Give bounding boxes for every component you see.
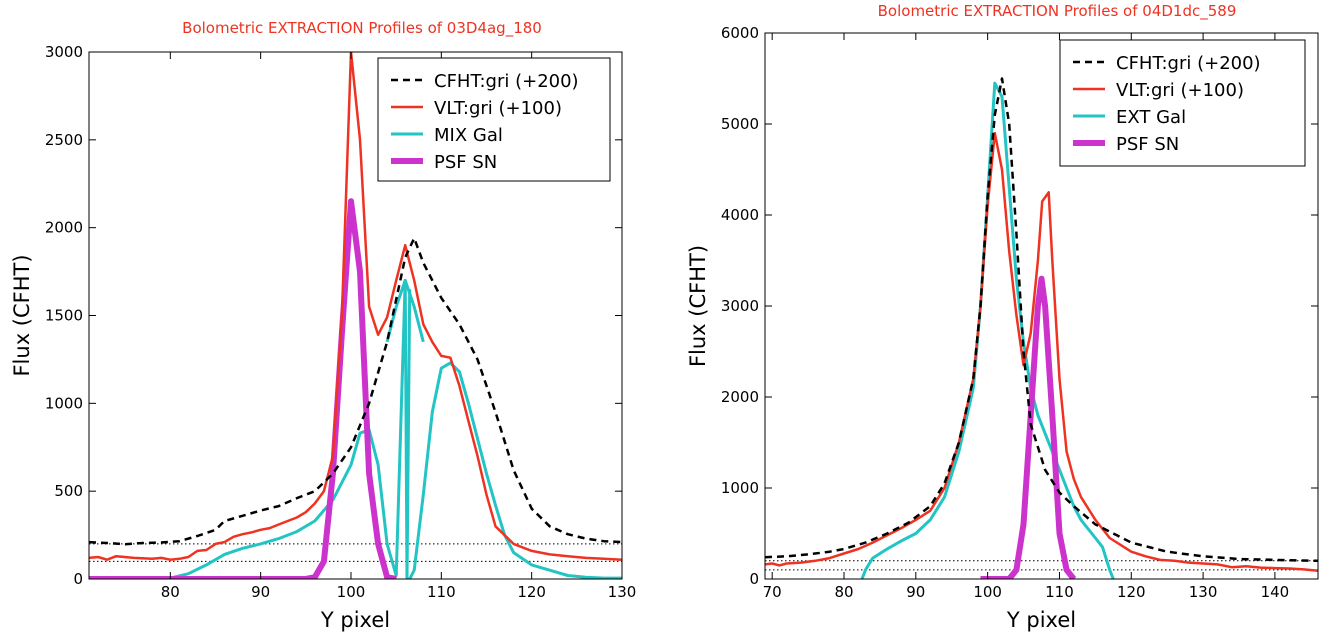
- y-tick-label: 6000: [721, 24, 759, 42]
- series-line-1: [765, 77, 1318, 563]
- legend-label-1: CFHT:gri (+200): [1116, 53, 1261, 74]
- x-tick-label: 80: [161, 583, 180, 601]
- series-line-1: [89, 236, 622, 546]
- x-tick-label: 100: [337, 583, 366, 601]
- x-tick-label: 140: [1261, 583, 1290, 601]
- chart-title: Bolometric EXTRACTION Profiles of 04D1dc…: [878, 2, 1237, 21]
- y-tick-label: 5000: [721, 115, 759, 133]
- y-tick-label: 1500: [45, 307, 83, 325]
- y-tick-label: 4000: [721, 206, 759, 224]
- x-tick-label: 80: [834, 583, 853, 601]
- x-tick-label: 120: [1117, 583, 1146, 601]
- series-line-2: [89, 52, 622, 561]
- chart-title: Bolometric EXTRACTION Profiles of 03D4ag…: [182, 19, 542, 38]
- legend-label-1: CFHT:gri (+200): [434, 71, 579, 92]
- chart-2: Bolometric EXTRACTION Profiles of 04D1dc…: [686, 2, 1319, 632]
- legend-label-2: VLT:gri (+100): [1116, 80, 1244, 101]
- y-axis-label: Flux (CFHT): [10, 254, 34, 376]
- series-line-3-part-2: [385, 278, 425, 343]
- x-tick-label: 130: [608, 583, 637, 601]
- x-tick-label: 70: [763, 583, 782, 601]
- x-axis-label: Y pixel: [1006, 608, 1076, 632]
- x-axis-label: Y pixel: [320, 608, 390, 632]
- series-line-3: [860, 81, 1115, 579]
- y-tick-label: 0: [73, 570, 83, 588]
- x-tick-label: 90: [906, 583, 925, 601]
- series-line-4: [980, 275, 1077, 579]
- x-tick-label: 100: [973, 583, 1002, 601]
- legend-label-4: PSF SN: [434, 152, 497, 173]
- y-axis-label: Flux (CFHT): [686, 245, 710, 367]
- series-line-3-part-3: [408, 361, 622, 579]
- series-line-2: [765, 131, 1318, 573]
- chart-1: Bolometric EXTRACTION Profiles of 03D4ag…: [10, 19, 636, 632]
- x-tick-label: 90: [251, 583, 270, 601]
- y-tick-label: 500: [54, 482, 83, 500]
- y-tick-label: 0: [749, 570, 759, 588]
- legend-label-2: VLT:gri (+100): [434, 98, 562, 119]
- y-tick-label: 2500: [45, 131, 83, 149]
- y-tick-label: 2000: [721, 388, 759, 406]
- legend: CFHT:gri (+200) VLT:gri (+100) MIX Gal PSF …: [377, 57, 611, 182]
- y-tick-label: 1000: [45, 394, 83, 412]
- y-tick-label: 1000: [721, 479, 759, 497]
- y-tick-label: 2000: [45, 219, 83, 237]
- plot-area: [765, 77, 1318, 579]
- x-tick-label: 130: [1189, 583, 1218, 601]
- x-tick-label: 110: [1045, 583, 1074, 601]
- legend-label-3: MIX Gal: [434, 125, 503, 146]
- series-line-4: [89, 198, 397, 579]
- y-tick-label: 3000: [721, 297, 759, 315]
- legend: CFHT:gri (+200) VLT:gri (+100) EXT Gal PSF …: [1059, 39, 1306, 167]
- y-tick-label: 3000: [45, 43, 83, 61]
- x-tick-label: 120: [517, 583, 546, 601]
- x-tick-label: 110: [427, 583, 456, 601]
- legend-label-3: EXT Gal: [1116, 107, 1186, 128]
- legend-label-4: PSF SN: [1116, 134, 1179, 155]
- plot-area: [89, 52, 622, 579]
